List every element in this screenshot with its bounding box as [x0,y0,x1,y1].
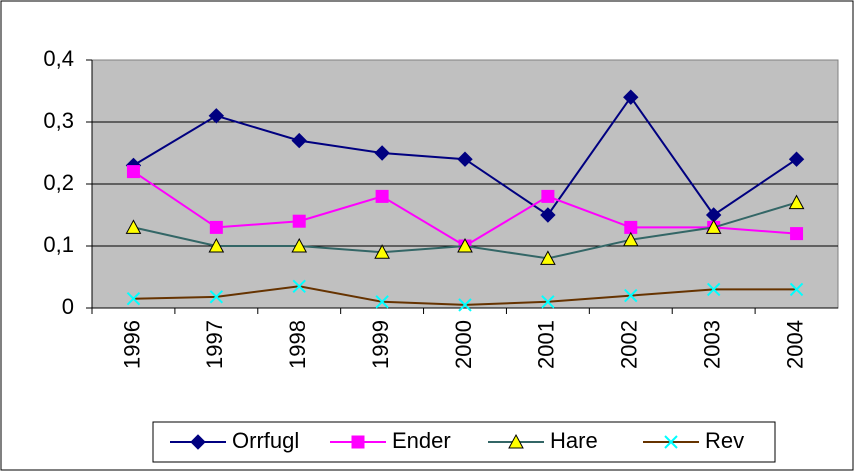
marker [208,108,225,124]
marker [457,151,473,167]
x-tick-label: 1997 [202,320,227,369]
x-tick-label: 1996 [119,320,144,369]
y-tick-label: 0,2 [43,170,74,195]
marker [706,282,721,297]
marker [540,207,556,223]
marker [292,214,306,228]
marker [126,165,140,179]
marker [541,295,555,309]
marker [374,244,390,259]
legend-label: Rev [705,428,744,453]
marker [624,288,638,303]
marker [292,279,306,294]
x-tick-label: 1999 [368,320,393,369]
legend-label: Ender [392,428,451,453]
x-tick-label: 2004 [782,320,807,369]
marker [788,151,805,167]
marker [789,282,804,297]
marker [788,194,805,210]
marker [508,433,524,449]
legend-label: Orrfugl [232,428,299,453]
marker [541,189,555,203]
marker [622,231,639,247]
marker [624,220,638,234]
marker [190,434,206,450]
marker [458,298,472,312]
x-tick-label: 2000 [451,320,476,369]
marker [375,189,389,203]
marker [457,237,473,253]
x-tick-label: 2001 [534,320,559,369]
marker [291,132,307,149]
x-tick-label: 2002 [617,320,642,369]
x-tick-label: 2003 [699,320,724,369]
marker [705,219,722,234]
marker [664,435,678,449]
y-tick-label: 0,1 [43,232,74,257]
x-tick-label: 1998 [285,320,310,369]
y-tick-label: 0 [62,294,74,319]
legend-label: Hare [550,428,598,453]
marker [208,237,225,253]
marker [209,220,223,234]
marker [374,145,390,161]
y-tick-label: 0,3 [43,108,74,133]
marker [790,227,804,241]
marker [351,435,365,449]
marker [209,290,224,304]
marker [291,237,308,253]
marker [125,219,142,234]
marker [126,291,141,306]
y-tick-label: 0,4 [43,46,74,71]
marker [623,89,639,105]
marker [375,295,389,309]
marker [540,250,556,265]
